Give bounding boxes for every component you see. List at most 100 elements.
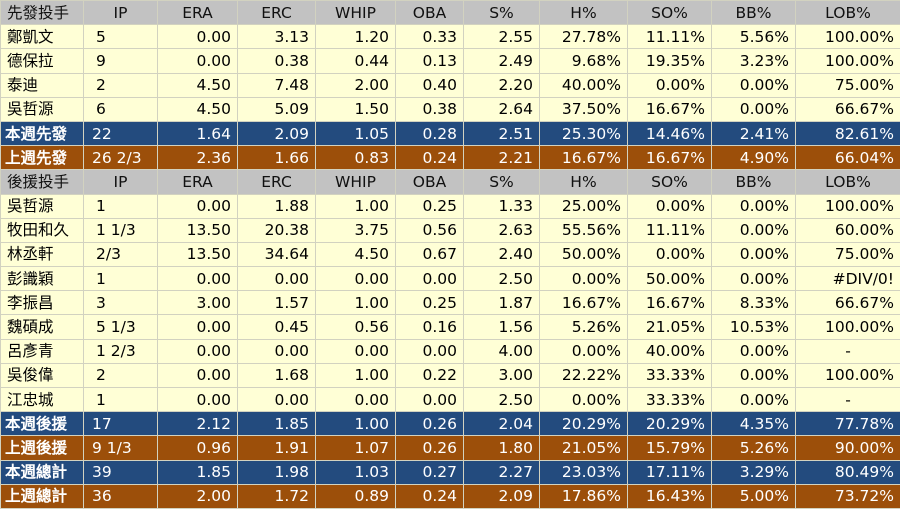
- table-cell: 0.00%: [711, 96, 796, 122]
- table-cell: 0.00: [395, 386, 464, 413]
- table-cell: 1.00: [315, 362, 396, 389]
- table-cell: 0.00: [157, 314, 238, 340]
- row-label-cell: 吳哲源: [0, 193, 84, 219]
- row-label-cell: 牧田和久: [0, 217, 84, 243]
- table-cell: 0.33: [395, 24, 464, 50]
- table-cell: 1.03: [315, 459, 396, 485]
- table-cell: 2.00: [157, 483, 238, 509]
- table-cell: 2.63: [463, 217, 540, 243]
- table-cell: 1.85: [237, 411, 316, 437]
- table-cell: 0.45: [237, 314, 316, 340]
- table-cell: 0.00: [157, 24, 238, 50]
- table-cell: 3.00: [157, 290, 238, 316]
- this-week-summary-row: 本週先發 22 1.64 2.09 1.05 0.28 2.51 25.30% 14.46% 2.…: [0, 120, 900, 147]
- table-cell: 0.00%: [711, 266, 796, 292]
- table-cell: 0.00: [237, 266, 316, 292]
- table-cell: 0.00: [315, 386, 396, 413]
- table-cell: 0.00%: [711, 72, 796, 98]
- table-cell: 20.38: [237, 217, 316, 243]
- table-cell: 22.22%: [539, 362, 628, 389]
- table-cell: 14.46%: [627, 120, 712, 147]
- table-cell: 1.33: [463, 193, 540, 219]
- table-cell: 66.67%: [795, 96, 900, 122]
- table-cell: 2.36: [157, 145, 238, 171]
- row-label-cell: 鄭凱文: [0, 24, 84, 50]
- table-cell: 2: [83, 72, 158, 98]
- table-cell: 36: [83, 483, 158, 509]
- table-cell: 33.33%: [627, 362, 712, 389]
- table-cell: 40.00%: [539, 72, 628, 98]
- last-week-summary-row: 上週總計 36 2.00 1.72 0.89 0.24 2.09 17.86% 16.43% 5.…: [0, 483, 900, 509]
- row-label-cell: 江忠城: [0, 386, 84, 413]
- table-cell: 0.00%: [711, 241, 796, 268]
- table-cell: 1.20: [315, 24, 396, 50]
- table-cell: 0.16: [395, 314, 464, 340]
- table-cell: 1: [83, 386, 158, 413]
- table-cell: 1.56: [463, 314, 540, 340]
- column-header-cell: LOB%: [795, 169, 900, 195]
- table-cell: 0.96: [157, 435, 238, 461]
- table-cell: 1.00: [315, 193, 396, 219]
- table-cell: 1.88: [237, 193, 316, 219]
- column-header-cell: S%: [463, 169, 540, 195]
- table-cell: 7.48: [237, 72, 316, 98]
- table-cell: 0.00: [315, 266, 396, 292]
- table-row: 彭識穎 1 0.00 0.00 0.00 0.00 2.50 0.00% 50.00% 0.00%…: [0, 266, 900, 292]
- table-cell: 2.04: [463, 411, 540, 437]
- column-header-cell: ERC: [237, 169, 316, 195]
- table-cell: 3.00: [463, 362, 540, 389]
- row-label-cell: 魏碩成: [0, 314, 84, 340]
- table-row: 呂彥青 1 2/3 0.00 0.00 0.00 0.00 4.00 0.00% 40.00% 0…: [0, 338, 900, 364]
- table-cell: 0.56: [315, 314, 396, 340]
- section-header-cell: 先發投手: [0, 0, 84, 26]
- table-cell: 0.25: [395, 290, 464, 316]
- table-cell: 0.44: [315, 48, 396, 74]
- table-cell: 82.61%: [795, 120, 900, 147]
- table-cell: 39: [83, 459, 158, 485]
- table-cell: 2.20: [463, 72, 540, 98]
- table-cell: 100.00%: [795, 48, 900, 74]
- column-header-cell: BB%: [711, 169, 796, 195]
- table-cell: 0.00: [157, 48, 238, 74]
- table-cell: 37.50%: [539, 96, 628, 122]
- row-label-cell: 德保拉: [0, 48, 84, 74]
- table-row: 吳哲源 6 4.50 5.09 1.50 0.38 2.64 37.50% 16.67% 0.00…: [0, 96, 900, 122]
- table-cell: 2.21: [463, 145, 540, 171]
- row-label-cell: 本週先發: [0, 120, 84, 147]
- table-cell: 0.00%: [539, 338, 628, 364]
- table-cell: 0.56: [395, 217, 464, 243]
- table-cell: 5.00%: [711, 483, 796, 509]
- table-cell: 73.72%: [795, 483, 900, 509]
- table-cell: 1.00: [315, 290, 396, 316]
- table-cell: 17.86%: [539, 483, 628, 509]
- table-cell: 0.00%: [627, 241, 712, 268]
- table-cell: 16.43%: [627, 483, 712, 509]
- column-header-cell: SO%: [627, 0, 712, 26]
- table-cell: 0.27: [395, 459, 464, 485]
- table-cell: 0.00%: [711, 386, 796, 413]
- table-cell: 77.78%: [795, 411, 900, 437]
- table-cell: 16.67%: [627, 145, 712, 171]
- column-header-cell: IP: [83, 0, 158, 26]
- table-cell: 1.64: [157, 120, 238, 147]
- table-cell: 1.00: [315, 411, 396, 437]
- column-header-cell: BB%: [711, 0, 796, 26]
- row-label-cell: 彭識穎: [0, 266, 84, 292]
- table-cell: 1: [83, 266, 158, 292]
- table-cell: 5.26%: [711, 435, 796, 461]
- column-header-cell: H%: [539, 169, 628, 195]
- table-row: 魏碩成 5 1/3 0.00 0.45 0.56 0.16 1.56 5.26% 21.05% 1…: [0, 314, 900, 340]
- table-cell: 11.11%: [627, 24, 712, 50]
- table-row: 德保拉 9 0.00 0.38 0.44 0.13 2.49 9.68% 19.35% 3.23%…: [0, 48, 900, 74]
- table-cell: 3.23%: [711, 48, 796, 74]
- table-cell: 0.00: [237, 386, 316, 413]
- table-cell: 1.68: [237, 362, 316, 389]
- table-cell: 2.27: [463, 459, 540, 485]
- table-cell: 19.35%: [627, 48, 712, 74]
- table-cell: 0.38: [237, 48, 316, 74]
- table-cell: 50.00%: [539, 241, 628, 268]
- table-cell: 0.89: [315, 483, 396, 509]
- table-cell: 2.51: [463, 120, 540, 147]
- table-row: 牧田和久 1 1/3 13.50 20.38 3.75 0.56 2.63 55.56% 11.…: [0, 217, 900, 243]
- table-cell: 2.49: [463, 48, 540, 74]
